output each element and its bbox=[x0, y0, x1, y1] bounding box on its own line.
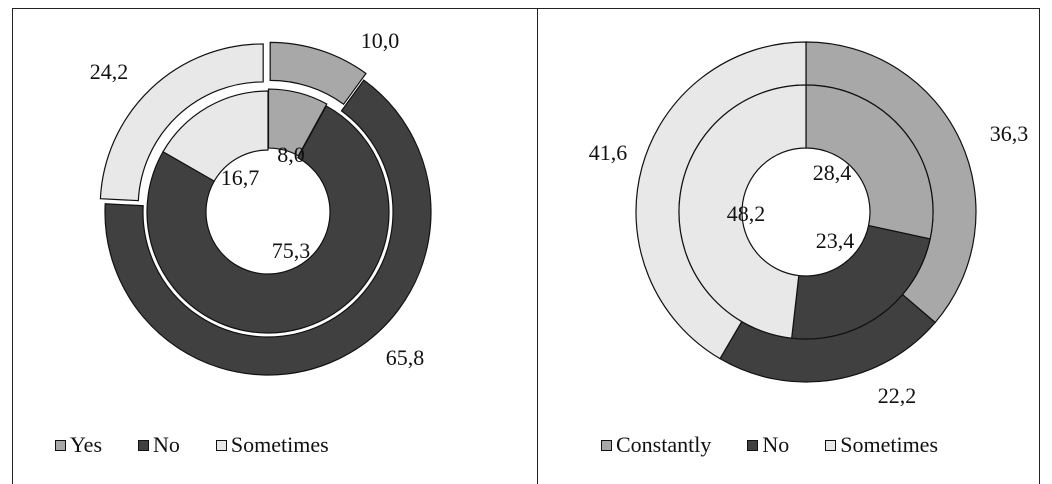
legend-swatch bbox=[215, 439, 227, 451]
chart1-ring0-label2: 41,6 bbox=[589, 140, 628, 165]
legend-label: Constantly bbox=[616, 432, 712, 457]
chart1-ring1-label0: 28,4 bbox=[813, 160, 852, 185]
legend-item-right-1: No bbox=[747, 432, 789, 458]
chart0-ring1-label2: 16,7 bbox=[221, 165, 260, 190]
chart0-ring0-slice0 bbox=[269, 41, 367, 106]
legend-label: No bbox=[153, 432, 180, 457]
chart1-ring1-slice1 bbox=[791, 224, 931, 340]
chart1-ring1-slice2 bbox=[678, 84, 807, 339]
legend-swatch bbox=[825, 439, 837, 451]
chart0-ring0-label1: 65,8 bbox=[386, 345, 425, 370]
legend-label: Yes bbox=[70, 432, 103, 457]
chart1-ring0-label0: 36,3 bbox=[990, 121, 1029, 146]
legend-item-left-1: No bbox=[138, 432, 180, 458]
chart0-ring1-slice2 bbox=[162, 90, 269, 182]
figure-frame bbox=[12, 8, 1040, 484]
legend-right: Constantly No Sometimes bbox=[601, 432, 974, 458]
legend-label: No bbox=[762, 432, 790, 457]
chart0-ring1-slice1 bbox=[146, 105, 390, 334]
chart0-ring0-slice1 bbox=[104, 79, 432, 376]
legend-swatch bbox=[55, 439, 66, 451]
legend-label: Sometimes bbox=[840, 432, 939, 457]
chart1-ring0-label1: 22,2 bbox=[878, 383, 917, 408]
chart0-ring1-label0: 8,0 bbox=[277, 142, 305, 167]
legend-item-right-2: Sometimes bbox=[825, 432, 938, 458]
legend-swatch bbox=[601, 439, 612, 451]
legend-label: Sometimes bbox=[230, 432, 329, 457]
chart1-ring1-label2: 48,2 bbox=[727, 201, 766, 226]
panel-divider bbox=[537, 8, 538, 484]
chart0-ring1-slice0 bbox=[267, 88, 328, 157]
chart1-ring1-label1: 23,4 bbox=[816, 228, 855, 253]
chart0-ring0-slice2 bbox=[99, 43, 264, 202]
legend-item-left-2: Sometimes bbox=[215, 432, 329, 458]
legend-swatch bbox=[138, 439, 150, 451]
chart1-ring1-slice0 bbox=[805, 84, 934, 240]
chart0-ring1-label1: 75,3 bbox=[272, 238, 311, 263]
legend-item-right-0: Constantly bbox=[601, 432, 711, 458]
chart0-ring0-label2: 24,2 bbox=[90, 59, 129, 84]
chart0-ring0-label0: 10,0 bbox=[361, 28, 400, 53]
legend-left: Yes No Sometimes bbox=[55, 432, 365, 458]
legend-item-left-0: Yes bbox=[55, 432, 102, 458]
legend-swatch bbox=[747, 439, 759, 451]
